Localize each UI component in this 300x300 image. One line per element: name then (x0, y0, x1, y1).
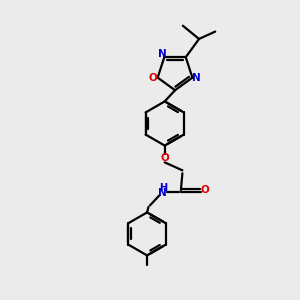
Text: N: N (158, 49, 167, 59)
Text: O: O (201, 185, 210, 195)
Text: N: N (192, 73, 201, 82)
Text: N: N (158, 188, 167, 198)
Text: O: O (149, 73, 158, 82)
Text: H: H (159, 183, 167, 193)
Text: O: O (160, 153, 169, 163)
